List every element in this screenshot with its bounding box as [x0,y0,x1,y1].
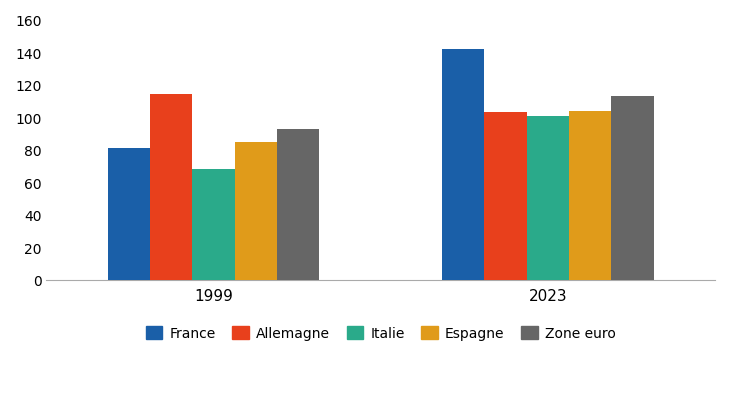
Bar [192,170,234,280]
Bar [150,95,192,280]
Bar [107,149,150,280]
Bar [442,49,484,280]
Bar [569,111,611,280]
Bar [526,116,569,280]
Bar [234,142,277,280]
Legend: France, Allemagne, Italie, Espagne, Zone euro: France, Allemagne, Italie, Espagne, Zone… [140,321,621,346]
Bar [277,129,320,280]
Bar [484,113,526,280]
Bar [611,97,653,280]
